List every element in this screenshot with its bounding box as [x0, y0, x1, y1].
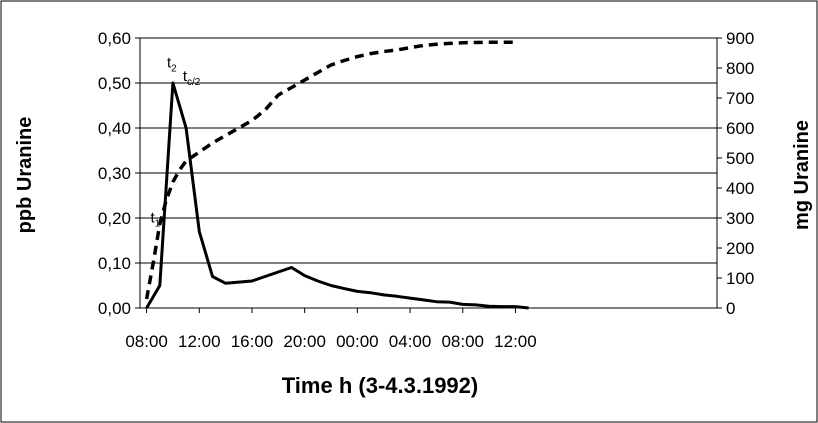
x-tick-label: 08:00	[441, 332, 484, 351]
left-tick-label: 0,40	[98, 119, 131, 138]
right-tick-label: 100	[726, 269, 754, 288]
series-layer	[144, 40, 529, 310]
left-axis-ticks: 0,00 0,10 0,20 0,30 0,40 0,50 0,60	[98, 29, 140, 318]
x-tick-label: 04:00	[389, 332, 432, 351]
left-tick-label: 0,00	[98, 299, 131, 318]
right-tick-label: 600	[726, 119, 754, 138]
left-tick-label: 0,10	[98, 254, 131, 273]
left-tick-label: 0,50	[98, 74, 131, 93]
right-axis-title: mg Uranine	[791, 120, 813, 230]
right-tick-label: 0	[726, 299, 735, 318]
right-tick-label: 300	[726, 209, 754, 228]
x-axis-ticks: 08:00 12:00 16:00 20:00 00:00 04:00 08:00 12:00	[125, 308, 537, 351]
concentration-line	[145, 81, 529, 310]
annotation-t1: t1	[151, 210, 161, 230]
right-tick-label: 800	[726, 59, 754, 78]
right-tick-label: 400	[726, 179, 754, 198]
x-tick-label: 20:00	[283, 332, 326, 351]
right-tick-label: 200	[726, 239, 754, 258]
right-tick-label: 700	[726, 89, 754, 108]
annotations: t1 t2 tc/2	[151, 54, 201, 229]
annotation-t2: t2	[167, 54, 177, 74]
x-tick-label: 12:00	[494, 332, 537, 351]
x-tick-label: 00:00	[336, 332, 379, 351]
cumulative-mass-line	[144, 40, 516, 300]
right-tick-label: 500	[726, 149, 754, 168]
x-tick-label: 08:00	[125, 332, 168, 351]
right-tick-label: 900	[726, 29, 754, 48]
x-tick-label: 12:00	[178, 332, 221, 351]
left-tick-label: 0,20	[98, 209, 131, 228]
left-axis-title: ppb Uranine	[14, 117, 36, 234]
left-tick-label: 0,60	[98, 29, 131, 48]
x-tick-label: 16:00	[231, 332, 274, 351]
right-axis-ticks: 0 100 200 300 400 500 600 700 800 900	[717, 29, 754, 318]
left-tick-label: 0,30	[98, 164, 131, 183]
annotation-tc2: tc/2	[183, 68, 201, 88]
gridlines	[140, 82, 717, 264]
x-axis-title: Time h (3-4.3.1992)	[282, 373, 478, 398]
